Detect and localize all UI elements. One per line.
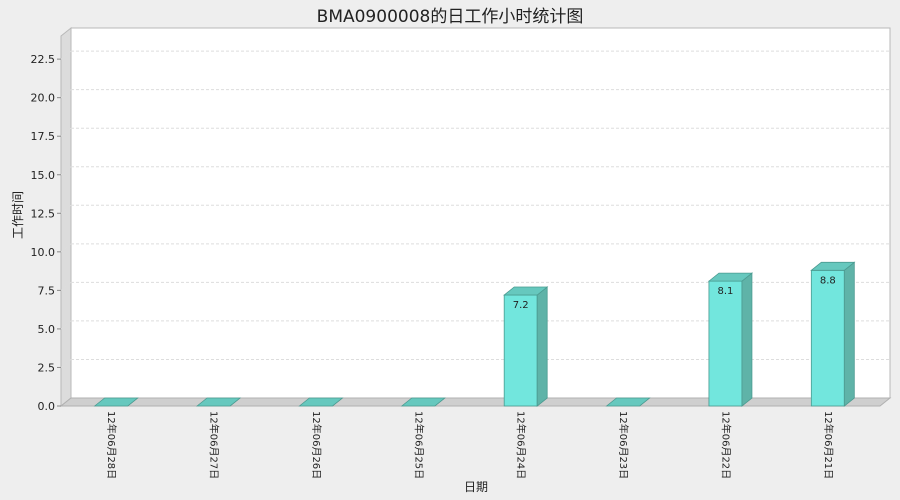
x-tick-label: 12年06月28日 xyxy=(105,411,118,479)
bar-top xyxy=(93,397,139,407)
gridline-side xyxy=(60,89,72,99)
bar xyxy=(605,397,651,407)
bar-top xyxy=(707,272,754,282)
x-axis-title: 日期 xyxy=(464,480,488,494)
y-tick-label: 12.5 xyxy=(31,207,56,220)
bar xyxy=(810,261,856,407)
data-label: 7.2 xyxy=(513,300,529,311)
x-tick-label: 12年06月26日 xyxy=(310,411,323,479)
x-tick-label: 12年06月27日 xyxy=(208,411,221,479)
y-tick-label: 5.0 xyxy=(38,323,56,336)
gridline-side xyxy=(60,320,72,330)
bar xyxy=(93,397,139,407)
bar-side xyxy=(741,272,753,407)
gridline-side xyxy=(60,127,72,137)
bar-top xyxy=(810,261,856,271)
data-label: 8.1 xyxy=(717,286,733,297)
y-tick-label: 17.5 xyxy=(31,130,56,143)
gridline-side xyxy=(60,50,72,60)
gridline-side xyxy=(60,281,72,291)
x-tick-label: 12年06月24日 xyxy=(515,411,528,479)
bar-side xyxy=(536,286,548,407)
bar-top xyxy=(605,397,651,407)
bar-side xyxy=(843,261,855,407)
gridline-side xyxy=(60,243,72,253)
bar-top xyxy=(400,397,446,407)
y-tick-label: 22.5 xyxy=(31,53,56,66)
gridline-side xyxy=(60,359,72,368)
x-tick-label: 12年06月23日 xyxy=(617,411,630,479)
x-tick-label: 12年06月21日 xyxy=(822,411,835,479)
data-label: 8.8 xyxy=(820,275,836,286)
bar xyxy=(503,286,549,407)
bar xyxy=(707,272,754,407)
bar-front xyxy=(810,269,845,407)
bar-front xyxy=(708,280,743,407)
plot-area xyxy=(70,27,891,399)
chart-title: BMA0900008的日工作小时统计图 xyxy=(316,7,584,27)
bar-top xyxy=(298,397,344,407)
y-axis-title: 工作时间 xyxy=(11,191,25,239)
bar-front xyxy=(503,294,538,407)
y-tick-label: 20.0 xyxy=(31,92,56,105)
y-tick-label: 15.0 xyxy=(31,169,56,182)
y-tick-label: 10.0 xyxy=(31,246,56,259)
gridline-side xyxy=(60,204,72,214)
bar xyxy=(400,397,446,407)
y-tick-label: 0.0 xyxy=(38,400,56,413)
x-tick-label: 12年06月25日 xyxy=(412,411,425,479)
floor xyxy=(59,397,892,407)
bar xyxy=(195,397,242,407)
bar xyxy=(298,397,344,407)
y-tick-label: 7.5 xyxy=(38,284,56,297)
x-tick-label: 12年06月22日 xyxy=(719,411,732,479)
bar-top xyxy=(503,286,549,296)
gridline-side xyxy=(60,166,72,176)
bar-top xyxy=(195,397,242,407)
y-tick-label: 2.5 xyxy=(38,361,56,374)
left-wall xyxy=(60,26,72,408)
